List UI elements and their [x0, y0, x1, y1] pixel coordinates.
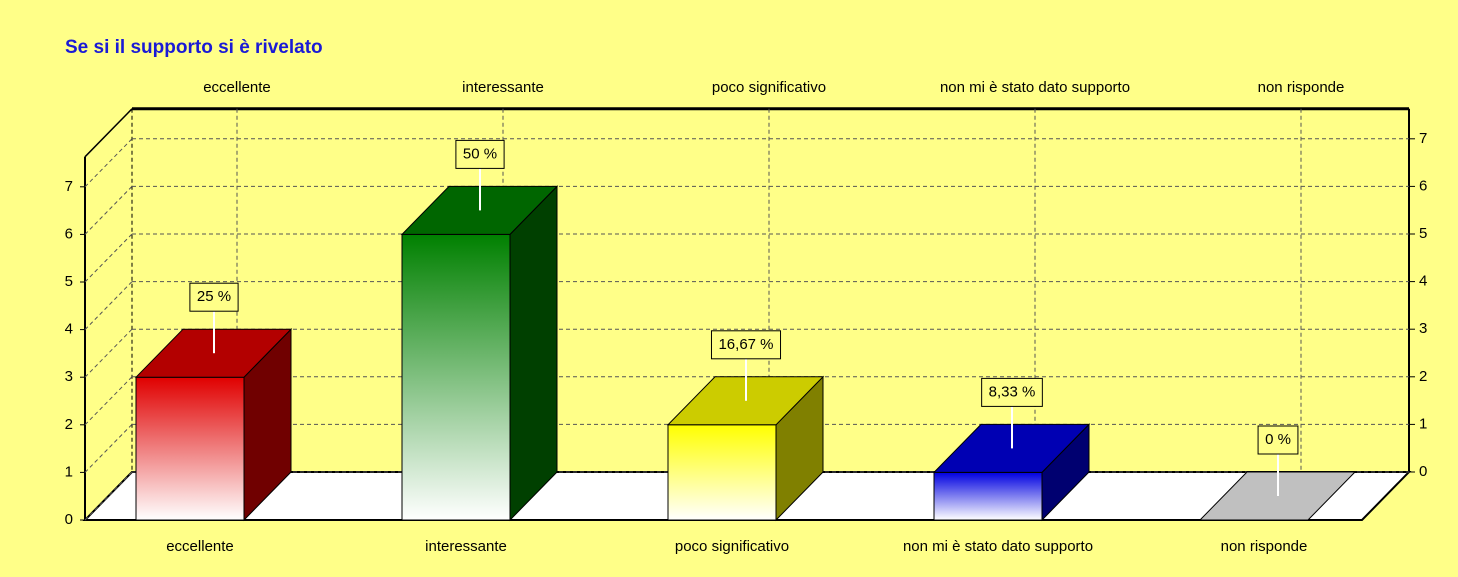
data-label-box: [981, 377, 1043, 407]
x-tick-label: interessante: [425, 538, 507, 555]
x-tick-label: non mi è stato dato supporto: [903, 538, 1093, 555]
bar-side: [509, 185, 558, 522]
y-tick-label: 5: [65, 273, 73, 290]
bar-front: [667, 424, 777, 521]
bar-front: [401, 233, 511, 521]
data-label-box: [455, 139, 505, 169]
y2-tick-label: 6: [1419, 177, 1427, 194]
x-top-label: non risponde: [1258, 79, 1345, 96]
y2-tick-label: 0: [1419, 463, 1427, 480]
y2-tick-label: 5: [1419, 225, 1427, 242]
y-tick-label: 3: [65, 368, 73, 385]
y-tick-label: 6: [65, 225, 73, 242]
bar-front: [135, 376, 245, 521]
y-tick-label: 7: [65, 178, 73, 195]
y2-tick-label: 1: [1419, 415, 1427, 432]
data-label-box: [189, 282, 239, 312]
x-top-label: non mi è stato dato supporto: [940, 79, 1130, 96]
x-top-label: poco significativo: [712, 79, 826, 96]
data-label-box: [1257, 425, 1299, 455]
data-label: 25 %: [197, 288, 231, 305]
data-label: 50 %: [463, 145, 497, 162]
y-tick-label: 4: [65, 321, 73, 338]
data-label: 8,33 %: [989, 383, 1036, 400]
x-tick-label: non risponde: [1221, 538, 1308, 555]
x-tick-label: eccellente: [166, 538, 234, 555]
x-top-label: interessante: [462, 79, 544, 96]
y2-tick-label: 3: [1419, 320, 1427, 337]
data-label: 0 %: [1265, 431, 1291, 448]
data-label: 16,67 %: [718, 336, 773, 353]
y2-tick-label: 4: [1419, 273, 1427, 290]
y-tick-label: 0: [65, 511, 73, 528]
y-tick-label: 1: [65, 463, 73, 480]
bar-front: [933, 471, 1043, 521]
x-top-label: eccellente: [203, 79, 271, 96]
y-tick-label: 2: [65, 416, 73, 433]
x-tick-label: poco significativo: [675, 538, 789, 555]
y2-tick-label: 7: [1419, 130, 1427, 147]
left-wall-edge: [84, 108, 133, 158]
data-label-box: [710, 330, 782, 360]
y2-tick-label: 2: [1419, 368, 1427, 385]
chart-title: Se si il supporto si è rivelato: [65, 37, 323, 58]
